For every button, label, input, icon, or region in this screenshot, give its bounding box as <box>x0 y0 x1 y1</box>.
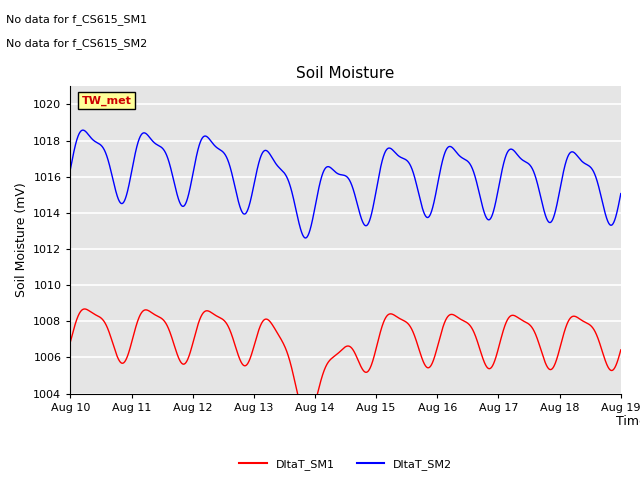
X-axis label: Time: Time <box>616 415 640 428</box>
Title: Soil Moisture: Soil Moisture <box>296 66 395 81</box>
Y-axis label: Soil Moisture (mV): Soil Moisture (mV) <box>15 182 28 298</box>
Text: No data for f_CS615_SM1: No data for f_CS615_SM1 <box>6 14 148 25</box>
Text: TW_met: TW_met <box>81 96 131 106</box>
Text: No data for f_CS615_SM2: No data for f_CS615_SM2 <box>6 38 148 49</box>
Legend: DltaT_SM1, DltaT_SM2: DltaT_SM1, DltaT_SM2 <box>234 454 457 474</box>
